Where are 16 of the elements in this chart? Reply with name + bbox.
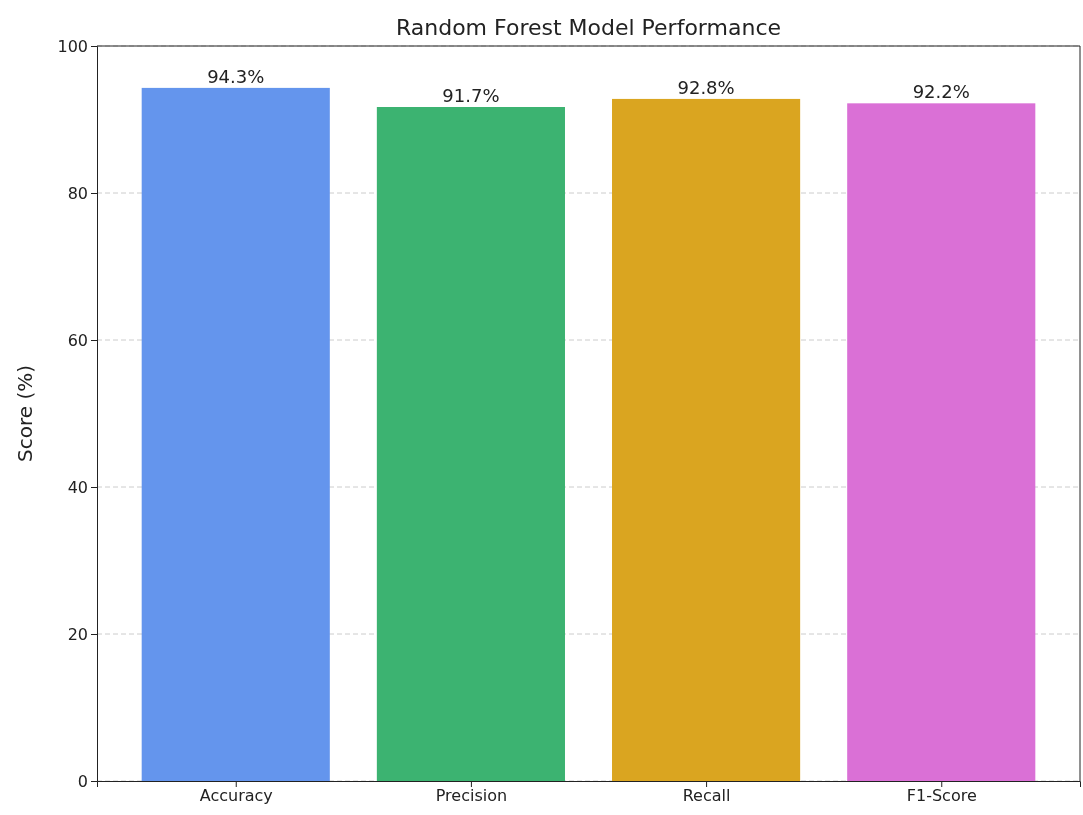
x-tick-label: F1-Score <box>906 786 977 806</box>
y-tick-label: 20 <box>67 624 88 644</box>
y-tick-label: 100 <box>57 36 88 56</box>
y-tick-label: 40 <box>67 477 88 497</box>
y-axis-title: Score (%) <box>13 365 37 462</box>
data-label: 92.8% <box>677 76 735 98</box>
y-tick-label: 0 <box>77 771 88 791</box>
x-tick-label: Accuracy <box>199 786 273 806</box>
chart-title: Random Forest Model Performance <box>395 15 782 40</box>
data-label: 94.3% <box>207 65 265 87</box>
data-label: 92.2% <box>912 81 970 103</box>
x-tick-label: Recall <box>682 786 731 806</box>
y-tick-label: 60 <box>67 330 88 350</box>
x-tick-label: Precision <box>435 786 508 806</box>
data-label: 91.7% <box>442 85 500 106</box>
y-tick-label: 80 <box>67 183 88 203</box>
